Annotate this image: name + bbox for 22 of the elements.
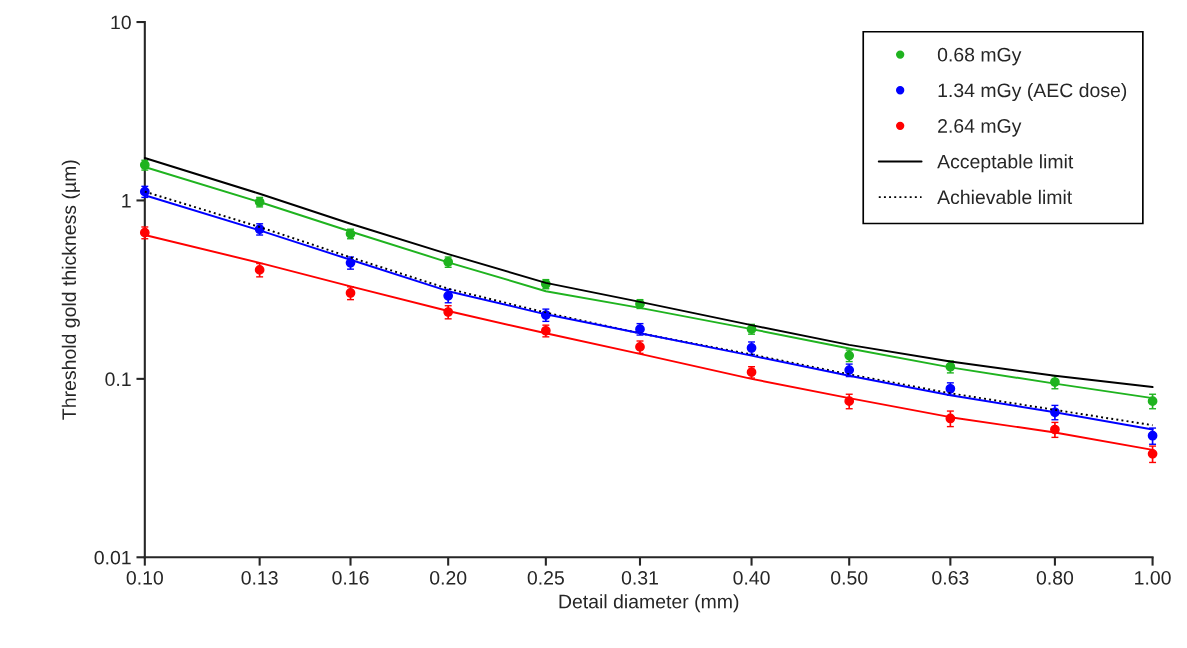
x-axis-title: Detail diameter (mm) <box>559 594 739 613</box>
legend-label: Acceptable limit <box>937 154 1074 173</box>
x-tick-label: 0.31 <box>621 570 658 585</box>
x-tick-label: 0.10 <box>126 570 163 585</box>
x-tick-label: 0.80 <box>1036 570 1074 585</box>
legend-label: 1.34 mGy (AEC dose) <box>938 82 1127 102</box>
y-tick-label: 0.01 <box>94 550 131 565</box>
x-tick-label: 0.25 <box>527 570 564 585</box>
x-tick-label: 0.63 <box>932 570 969 585</box>
x-tick-label: 0.40 <box>733 570 770 585</box>
x-tick-label: 1.00 <box>1135 570 1171 585</box>
x-tick-label: 0.16 <box>332 570 369 585</box>
x-tick-label: 0.50 <box>831 570 868 585</box>
x-tick-label: 0.20 <box>430 570 467 585</box>
legend-label: Achievable limit <box>937 189 1073 205</box>
y-axis-title: Threshold gold thickness (µm) <box>61 160 80 420</box>
legend-label: 2.64 mGy <box>938 119 1022 137</box>
y-tick-label: 1 <box>122 194 131 208</box>
x-tick-label: 0.13 <box>241 570 278 585</box>
legend-label: 0.68 mGy <box>937 47 1022 66</box>
y-tick-label: 0.1 <box>105 372 131 387</box>
y-tick-label: 10 <box>111 15 131 30</box>
